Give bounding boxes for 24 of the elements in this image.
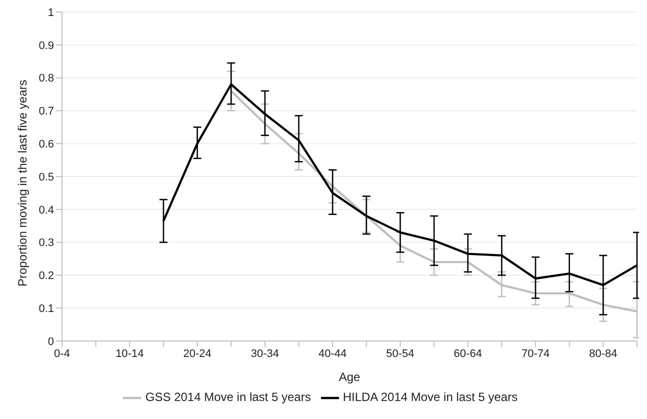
y-tick-label: 0.3 xyxy=(38,237,54,250)
y-tick-label: 0.8 xyxy=(38,72,54,85)
x-tick-label: 20-24 xyxy=(183,348,212,360)
y-axis-title: Proportion moving in the last five years xyxy=(15,80,30,286)
y-tick-label: 0.6 xyxy=(38,138,54,151)
y-tick-label: 0.4 xyxy=(38,204,54,216)
legend-label: HILDA 2014 Move in last 5 years xyxy=(342,390,518,404)
x-tick-label: 60-64 xyxy=(454,348,482,360)
y-tick-label: 1 xyxy=(48,6,54,19)
x-tick-label: 30-34 xyxy=(250,348,280,360)
x-tick-label: 0-4 xyxy=(54,348,70,360)
x-tick-label: 80-84 xyxy=(589,348,618,360)
y-tick-label: 0 xyxy=(48,336,54,348)
x-tick-label: 70-74 xyxy=(521,348,550,360)
x-tick-label: 10-14 xyxy=(116,348,144,360)
y-tick-label: 0.2 xyxy=(38,270,54,282)
y-tick-label: 0.7 xyxy=(38,106,54,118)
legend-label: GSS 2014 Move in last 5 years xyxy=(145,390,311,404)
x-axis-title: Age xyxy=(338,370,360,384)
y-tick-label: 0.9 xyxy=(38,40,54,52)
x-tick-label: 50-54 xyxy=(386,348,414,360)
y-tick-label: 0.1 xyxy=(38,303,54,316)
y-tick-label: 0.5 xyxy=(38,171,54,184)
x-tick-label: 40-44 xyxy=(318,348,347,360)
